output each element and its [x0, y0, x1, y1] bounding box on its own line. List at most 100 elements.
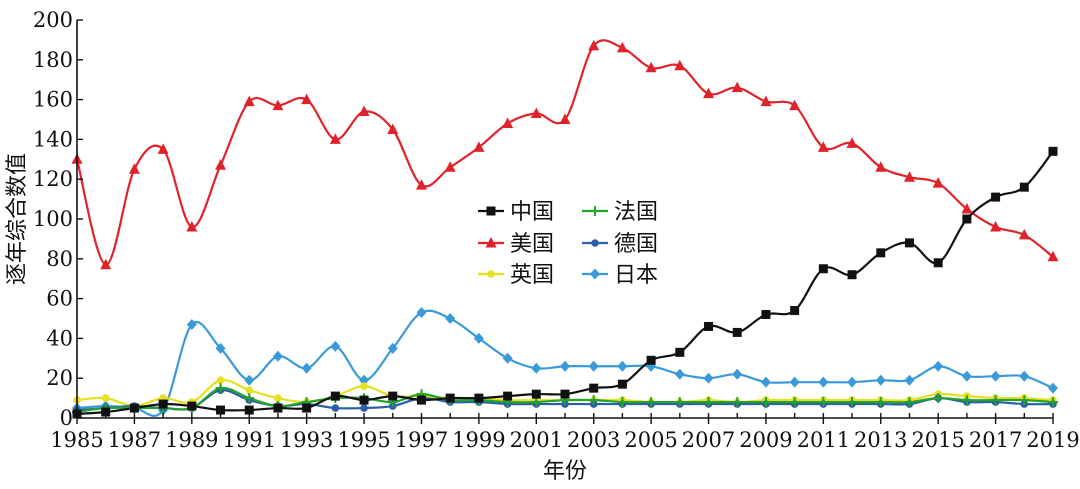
data-point-2 — [932, 177, 944, 188]
y-tick-label: 200 — [33, 8, 73, 32]
data-point-1 — [215, 383, 226, 394]
data-point-0 — [790, 306, 800, 316]
legend-label: 英国 — [510, 263, 554, 288]
data-point-5 — [359, 374, 370, 386]
legend-label: 美国 — [510, 232, 554, 257]
data-point-5 — [215, 342, 226, 354]
data-point-4 — [216, 376, 225, 384]
data-point-2 — [128, 163, 140, 174]
data-point-0 — [732, 327, 742, 337]
legend-label: 日本 — [614, 263, 658, 288]
x-tick-label: 1987 — [108, 428, 161, 452]
data-point-2 — [645, 61, 657, 73]
data-point-0 — [933, 258, 943, 268]
x-tick-label: 2017 — [969, 428, 1022, 452]
legend-item: 日本 — [582, 263, 658, 288]
x-tick-label: 2015 — [911, 428, 964, 452]
series-lines — [75, 39, 1055, 417]
legend-marker — [485, 237, 497, 248]
data-point-0 — [904, 238, 914, 248]
legend-marker — [590, 268, 600, 280]
data-point-5 — [1048, 382, 1058, 394]
data-point-1 — [1019, 395, 1030, 406]
data-point-0 — [646, 355, 656, 365]
legend-marker — [591, 239, 599, 247]
data-point-2 — [731, 81, 743, 93]
data-point-2 — [1047, 250, 1059, 262]
series-line-2 — [75, 39, 1055, 266]
data-point-1 — [703, 397, 714, 408]
axes — [76, 20, 1053, 419]
data-point-2 — [502, 117, 514, 128]
data-point-0 — [761, 310, 771, 320]
data-point-1 — [531, 397, 542, 408]
x-ticks: 1985 1987 1989 1991 1993 1995 1997 1999 2001 2003… — [50, 413, 1080, 452]
x-axis-label: 年份 — [543, 459, 587, 484]
data-point-5 — [531, 362, 542, 374]
data-point-1 — [1048, 397, 1058, 408]
data-point-0 — [675, 347, 685, 357]
data-point-2 — [100, 258, 112, 270]
x-tick-label: 1995 — [337, 428, 390, 452]
data-point-0 — [847, 270, 857, 280]
data-point-0 — [359, 395, 369, 405]
x-tick-label: 2007 — [682, 428, 735, 452]
data-point-5 — [818, 376, 829, 388]
data-point-5 — [387, 342, 398, 354]
series-line-0 — [75, 150, 1055, 416]
data-point-1 — [732, 397, 743, 408]
data-point-5 — [1019, 370, 1030, 382]
data-point-2 — [1018, 228, 1030, 240]
legend-label: 德国 — [614, 232, 658, 257]
x-tick-label: 1993 — [280, 428, 333, 452]
data-point-2 — [243, 95, 255, 107]
data-point-5 — [330, 340, 341, 352]
data-point-5 — [244, 374, 255, 386]
data-point-2 — [186, 220, 198, 232]
data-point-1 — [244, 393, 255, 404]
data-point-1 — [818, 397, 829, 408]
y-tick-label: 120 — [33, 167, 73, 191]
data-point-0 — [962, 214, 972, 224]
data-point-0 — [1048, 146, 1058, 156]
data-point-4 — [101, 394, 110, 402]
legend-marker — [590, 206, 600, 216]
data-point-2 — [789, 99, 801, 111]
legend-item: 德国 — [582, 232, 658, 257]
data-point-5 — [990, 370, 1001, 382]
y-tick-label: 140 — [33, 127, 73, 151]
x-tick-label: 1989 — [165, 428, 218, 452]
data-point-2 — [961, 203, 973, 214]
data-point-5 — [588, 360, 599, 372]
data-point-5 — [904, 374, 915, 386]
legend-item: 中国 — [478, 200, 554, 225]
x-tick-label: 1991 — [223, 428, 276, 452]
y-tick-label: 60 — [46, 287, 73, 311]
x-tick-label: 1985 — [50, 428, 103, 452]
y-ticks: 0 20 40 60 80 100 120 140 160 180 200 — [33, 8, 83, 430]
data-point-5 — [473, 332, 484, 344]
data-point-0 — [101, 407, 111, 417]
data-point-5 — [732, 368, 743, 380]
data-point-2 — [817, 141, 829, 152]
y-tick-label: 160 — [33, 88, 73, 112]
data-point-2 — [272, 99, 284, 111]
data-point-2 — [703, 87, 715, 99]
data-point-1 — [646, 397, 657, 408]
data-point-2 — [387, 123, 399, 134]
data-point-1 — [875, 397, 886, 408]
data-point-0 — [445, 393, 455, 403]
data-point-5 — [186, 318, 197, 330]
data-point-0 — [388, 391, 398, 401]
data-point-5 — [703, 372, 714, 384]
data-point-1 — [789, 397, 800, 408]
x-tick-label: 1999 — [452, 428, 505, 452]
data-point-5 — [272, 350, 283, 362]
data-point-4 — [360, 382, 368, 390]
data-point-2 — [674, 59, 686, 71]
data-point-0 — [302, 403, 312, 413]
data-point-2 — [329, 133, 341, 144]
data-point-5 — [560, 360, 570, 372]
y-tick-label: 0 — [60, 406, 73, 430]
x-tick-label: 2009 — [739, 428, 792, 452]
